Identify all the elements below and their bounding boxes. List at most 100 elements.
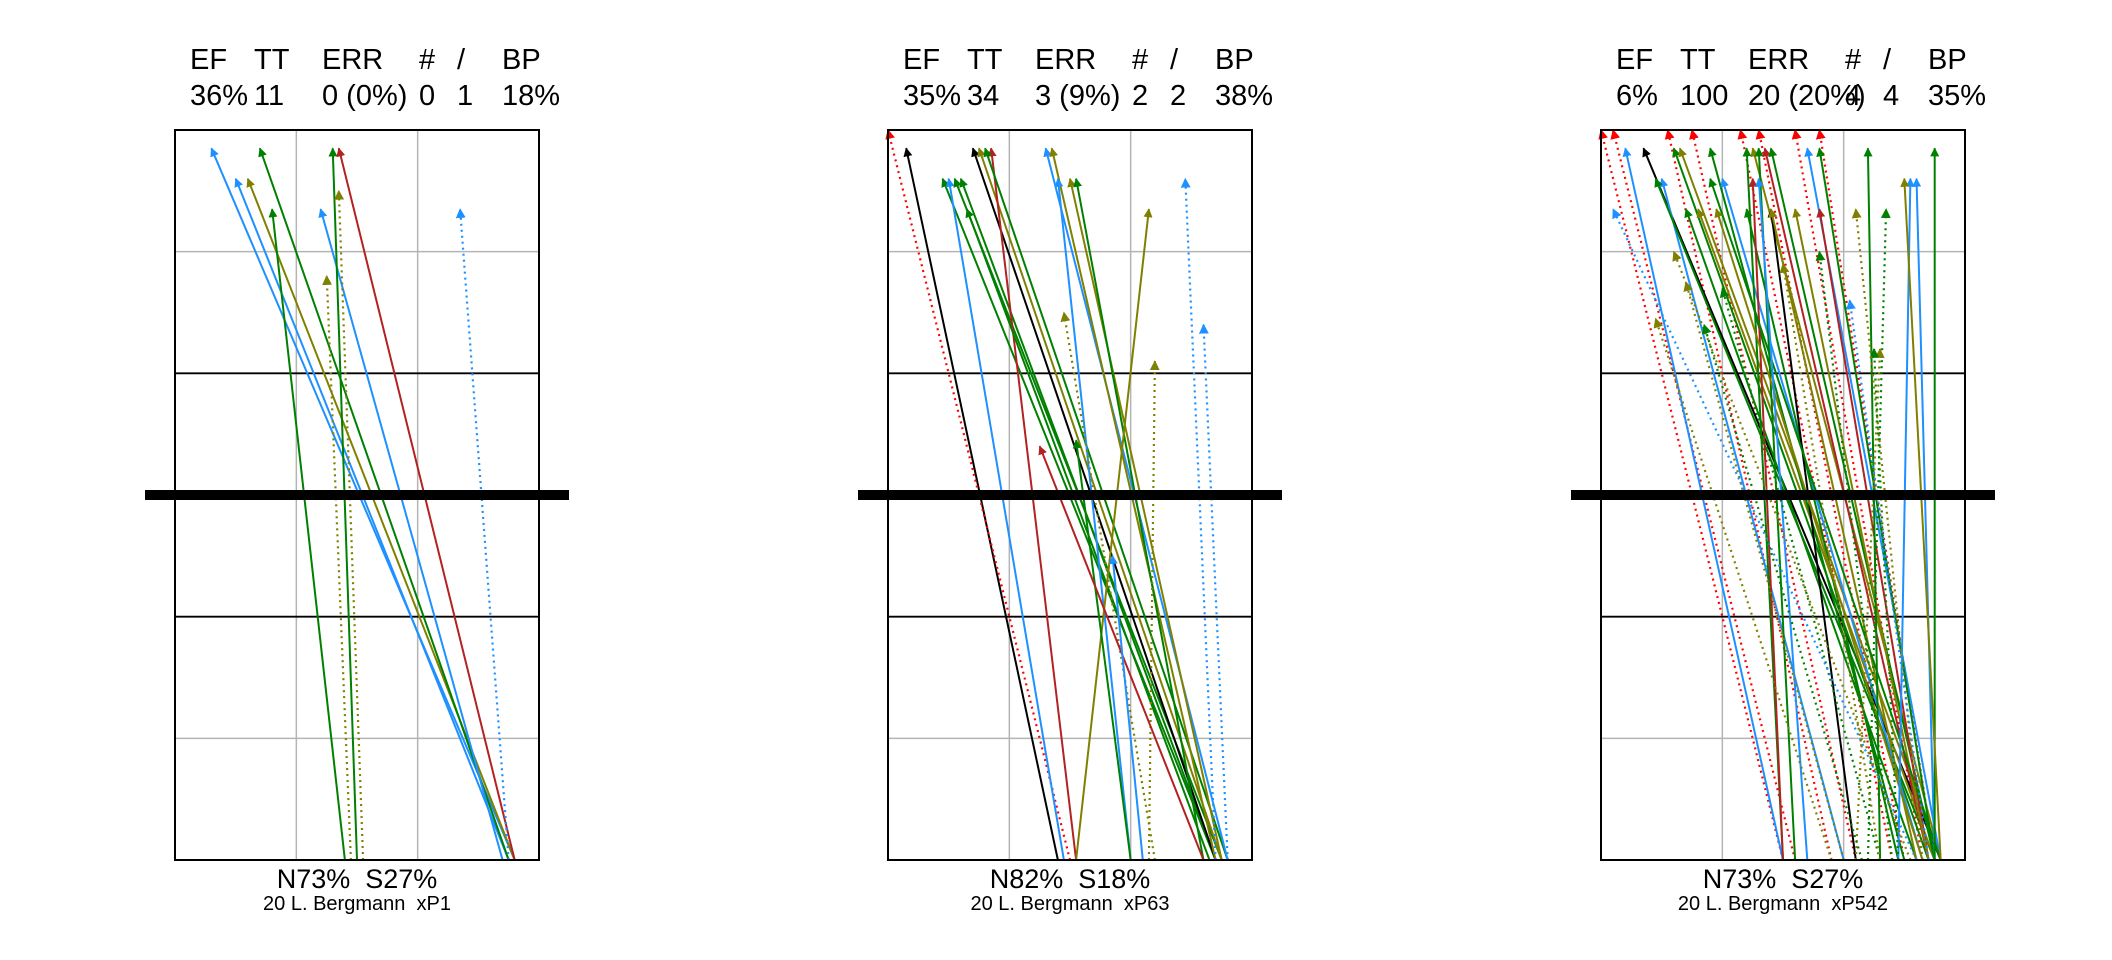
- header-label: TT: [254, 44, 290, 76]
- arrow-6: [318, 208, 504, 861]
- arrow-52: [1846, 299, 1930, 861]
- arrow-39: [1900, 177, 1942, 861]
- arrow-32: [1708, 177, 1942, 861]
- arrow-36: [1897, 177, 1915, 861]
- arrow-17: [1707, 147, 1906, 861]
- header-value: 35%: [1928, 80, 1986, 112]
- arrow-25: [1748, 177, 1784, 861]
- header-label: /: [457, 44, 466, 76]
- header-value: 3 (9%): [1035, 80, 1120, 112]
- footer-split: N73% S27%: [277, 864, 438, 894]
- midline-bar: [145, 490, 569, 500]
- arrow-17: [1075, 208, 1153, 861]
- header-label: /: [1883, 44, 1892, 76]
- arrow-6: [959, 177, 1217, 861]
- arrow-13: [1672, 147, 1930, 861]
- header-value: 6%: [1616, 80, 1658, 112]
- arrow-20: [1180, 177, 1217, 861]
- arrow-49: [1851, 208, 1924, 861]
- arrow-7: [971, 147, 1217, 861]
- arrow-5: [268, 208, 346, 861]
- arrow-10: [322, 275, 352, 861]
- arrow-4: [945, 177, 1065, 861]
- midline-bar: [1571, 490, 1995, 500]
- arrow-11: [1659, 177, 1845, 861]
- arrow-35: [1863, 147, 1882, 861]
- arrow-1: [210, 147, 516, 861]
- header-value: 35%: [903, 80, 961, 112]
- arrow-40: [1866, 208, 1891, 861]
- arrow-31: [1792, 208, 1930, 861]
- header-label: EF: [1616, 44, 1653, 76]
- header-label: EF: [903, 44, 940, 76]
- arrow-37: [1912, 177, 1936, 861]
- midline-bar: [858, 490, 1282, 500]
- header-value: 20 (20%): [1748, 80, 1866, 112]
- header-value: 100: [1680, 80, 1728, 112]
- arrow-44: [1683, 281, 1845, 861]
- header-value: 0: [419, 80, 435, 112]
- arrow-26: [1768, 147, 1936, 861]
- header-label: ERR: [322, 44, 383, 76]
- arrow-19: [1060, 311, 1156, 861]
- header-value: 4: [1883, 80, 1899, 112]
- footer-split: N82% S18%: [990, 864, 1151, 894]
- arrow-15: [1067, 177, 1223, 861]
- header-label: TT: [967, 44, 1003, 76]
- header-value: 4: [1845, 80, 1861, 112]
- footer-caption: 20 L. Bergmann xP1: [263, 893, 451, 915]
- header-value: 38%: [1215, 80, 1273, 112]
- footer-split: N73% S27%: [1703, 864, 1864, 894]
- arrow-10: [1622, 147, 1784, 861]
- arrow-9: [987, 147, 1078, 861]
- header-value: 11: [254, 80, 284, 112]
- arrow-43: [1653, 317, 1833, 861]
- arrow-10: [983, 147, 1229, 861]
- header-value: 18%: [502, 80, 560, 112]
- arrow-16: [1073, 177, 1205, 861]
- header-label: ERR: [1035, 44, 1096, 76]
- header-label: /: [1170, 44, 1179, 76]
- header-label: #: [419, 44, 435, 76]
- arrow-8: [336, 147, 516, 861]
- header-value: 2: [1132, 80, 1148, 112]
- header-value: 2: [1170, 80, 1186, 112]
- arrow-22: [1147, 360, 1160, 861]
- arrow-48: [1815, 250, 1894, 861]
- header-label: BP: [502, 44, 541, 76]
- header-label: EF: [190, 44, 227, 76]
- arrow-42: [1869, 348, 1900, 861]
- header-label: BP: [1215, 44, 1254, 76]
- arrow-3: [941, 177, 1217, 861]
- arrow-8: [977, 147, 1223, 861]
- arrow-24: [1767, 208, 1857, 861]
- footer-caption: 20 L. Bergmann xP542: [1678, 893, 1888, 915]
- arrow-7: [328, 147, 358, 861]
- arrow-11: [455, 208, 510, 861]
- header-label: #: [1132, 44, 1148, 76]
- arrow-47: [1672, 250, 1912, 861]
- arrow-41: [1854, 348, 1885, 861]
- chart-panel-1: EF TT ERR # / BP 36% 11 0 (0%) 0 1 18% N73% S27%20 L…: [145, 44, 569, 915]
- header-label: BP: [1928, 44, 1967, 76]
- header-value: 36%: [190, 80, 248, 112]
- arrow-23: [1744, 208, 1900, 861]
- header-value: 34: [967, 80, 999, 112]
- header-label: #: [1845, 44, 1861, 76]
- header-value: 1: [457, 80, 473, 112]
- arrow-4: [258, 147, 510, 861]
- header-label: ERR: [1748, 44, 1809, 76]
- arrow-24: [1108, 554, 1144, 861]
- chart-panel-2: EF TT ERR # / BP 35% 34 3 (9%) 2 2 38% N82% S18%20 L…: [858, 44, 1282, 915]
- chart-panel-3: EF TT ERR # / BP6% 100 20 (20%)4 4 35%N73% S27%20…: [1571, 44, 1995, 915]
- arrow-13: [1049, 147, 1217, 861]
- arrow-14: [1054, 177, 1132, 861]
- arrow-34: [1754, 177, 1809, 861]
- footer-caption: 20 L. Bergmann xP63: [970, 893, 1169, 915]
- header-value: 0 (0%): [322, 80, 407, 112]
- header-label: TT: [1680, 44, 1716, 76]
- arrow-18: [1720, 177, 1924, 861]
- arrow-33: [1714, 208, 1924, 861]
- arrow-9: [334, 189, 365, 861]
